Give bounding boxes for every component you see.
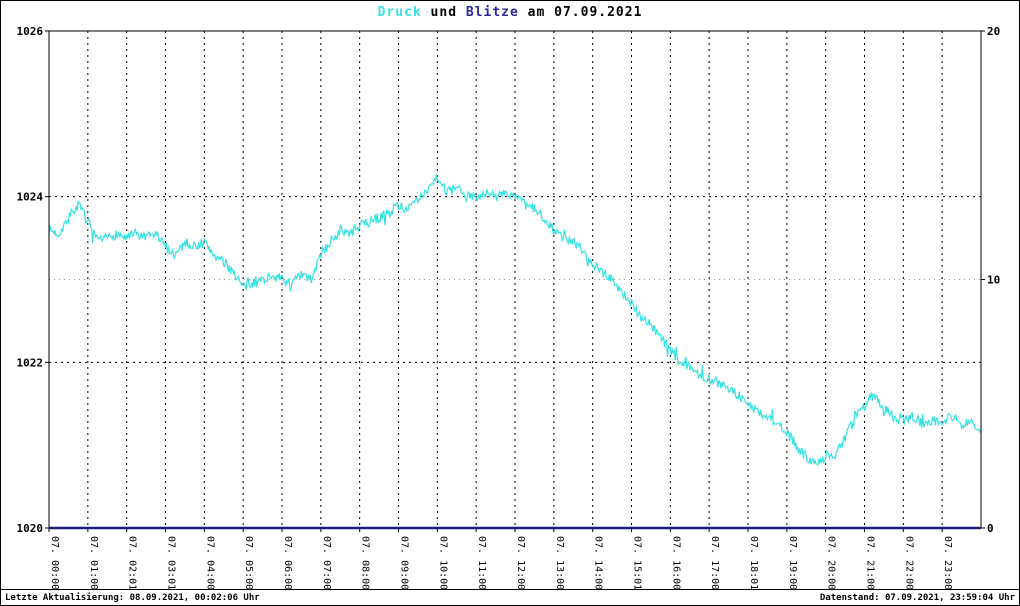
svg-text:20: 20 <box>987 25 1000 38</box>
svg-text:07. 00:00: 07. 00:00 <box>49 536 60 590</box>
svg-text:07. 04:00: 07. 04:00 <box>204 536 215 590</box>
svg-text:0: 0 <box>987 522 994 535</box>
last-update-text: Letzte Aktualisierung: 08.09.2021, 00:02… <box>5 592 260 603</box>
svg-text:1022: 1022 <box>17 356 44 369</box>
svg-text:07. 21:00: 07. 21:00 <box>865 536 876 590</box>
svg-text:07. 07:00: 07. 07:00 <box>321 536 332 590</box>
title-word-und: und <box>421 5 466 20</box>
svg-text:07. 03:01: 07. 03:01 <box>166 536 177 590</box>
data-state-text: Datenstand: 07.09.2021, 23:59:04 Uhr <box>819 592 1015 603</box>
svg-text:07. 11:00: 07. 11:00 <box>476 536 487 590</box>
svg-text:07. 23:00: 07. 23:00 <box>942 536 953 590</box>
svg-text:07. 16:00: 07. 16:00 <box>670 536 681 590</box>
svg-text:07. 17:00: 07. 17:00 <box>709 536 720 590</box>
svg-text:07. 06:00: 07. 06:00 <box>282 536 293 590</box>
svg-text:07. 02:01: 07. 02:01 <box>127 536 138 590</box>
svg-text:07. 08:00: 07. 08:00 <box>360 536 371 590</box>
svg-text:1024: 1024 <box>17 191 44 204</box>
title-word-blitze: Blitze <box>465 5 519 20</box>
svg-text:10: 10 <box>987 274 1000 287</box>
svg-text:07. 09:00: 07. 09:00 <box>399 536 410 590</box>
svg-text:1026: 1026 <box>17 25 44 38</box>
svg-text:07. 19:00: 07. 19:00 <box>787 536 798 590</box>
svg-text:07. 22:00: 07. 22:00 <box>903 536 914 590</box>
svg-text:07. 12:00: 07. 12:00 <box>515 536 526 590</box>
svg-text:07. 14:00: 07. 14:00 <box>593 536 604 590</box>
svg-text:07. 01:00: 07. 01:00 <box>88 536 99 590</box>
svg-text:07. 10:00: 07. 10:00 <box>437 536 448 590</box>
svg-text:07. 18:01: 07. 18:01 <box>748 536 759 590</box>
chart-footer: Letzte Aktualisierung: 08.09.2021, 00:02… <box>1 589 1019 605</box>
svg-text:07. 15:01: 07. 15:01 <box>632 536 643 590</box>
title-word-date: am 07.09.2021 <box>518 5 643 20</box>
svg-text:07. 13:00: 07. 13:00 <box>554 536 565 590</box>
title-word-druck: Druck <box>377 5 422 20</box>
svg-text:07. 05:00: 07. 05:00 <box>243 536 254 590</box>
svg-text:1020: 1020 <box>17 522 44 535</box>
chart-title: Druck und Blitze am 07.09.2021 <box>1 5 1019 20</box>
pressure-lightning-chart: 07. 00:00 07. 01:00 07. 02:01 07. 03:01 07. … <box>17 25 1001 590</box>
svg-text:07. 20:00: 07. 20:00 <box>826 536 837 590</box>
